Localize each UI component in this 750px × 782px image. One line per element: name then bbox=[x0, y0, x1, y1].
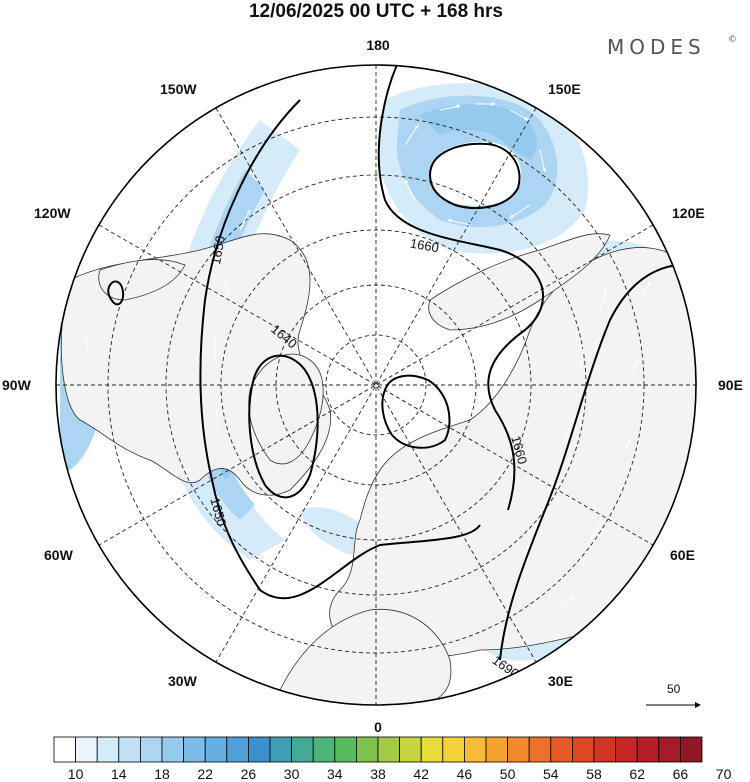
contour-north-pacific-low bbox=[428, 142, 521, 209]
colorbar-tick-label: 30 bbox=[284, 766, 300, 782]
height-contours bbox=[107, 65, 696, 661]
wind-vectors bbox=[84, 102, 651, 611]
contour-1660 bbox=[377, 65, 544, 511]
colorbar-swatch bbox=[593, 736, 617, 763]
colorbar-swatch bbox=[355, 736, 379, 763]
colorbar-tick-label: 54 bbox=[543, 766, 559, 782]
lon-label-90w: 90W bbox=[2, 377, 32, 393]
colorbar-swatch bbox=[658, 736, 681, 763]
colorbar-swatch bbox=[399, 736, 422, 763]
map-disk: 1650 1640 1660 1660 1650 1690 bbox=[56, 65, 696, 705]
colorbar-swatch bbox=[118, 736, 141, 763]
contour-label: 1650 bbox=[207, 496, 229, 528]
colorbar-swatch bbox=[269, 736, 293, 763]
colorbar-tick-label: 46 bbox=[457, 766, 473, 782]
colorbar-tick-label: 34 bbox=[327, 766, 343, 782]
contour-arctic-high bbox=[381, 374, 451, 449]
colorbar-swatch bbox=[377, 736, 401, 763]
contour-1640 bbox=[248, 354, 319, 499]
colorbar-swatch bbox=[680, 736, 703, 763]
lon-label-30w: 30W bbox=[168, 673, 198, 689]
graticule bbox=[56, 65, 696, 705]
colorbar-tick-label: 14 bbox=[111, 766, 127, 782]
map-title: 12/06/2025 00 UTC + 168 hrs bbox=[249, 1, 503, 22]
colorbar-swatch bbox=[204, 736, 228, 763]
colorbar-tick-label: 18 bbox=[154, 766, 170, 782]
colorbar-swatch bbox=[420, 736, 444, 763]
reference-vector: 50 bbox=[646, 682, 701, 708]
colorbar-tick-label: 50 bbox=[500, 766, 516, 782]
colorbar-swatch bbox=[463, 736, 487, 763]
colorbar-swatch bbox=[572, 736, 595, 763]
colorbar-swatch bbox=[312, 736, 336, 763]
lon-label-60w: 60W bbox=[44, 547, 74, 563]
colorbar-tick-label: 26 bbox=[241, 766, 257, 782]
colorbar-swatch bbox=[247, 736, 271, 763]
colorbar-tick-label: 70 bbox=[716, 766, 732, 782]
longitude-labels: 180 0 90W 90E 150W 120W 150E 120E 60W 30… bbox=[2, 37, 743, 735]
lon-label-30e: 30E bbox=[548, 673, 573, 689]
colorbar-swatch bbox=[334, 736, 357, 763]
colorbar-tick-label: 42 bbox=[413, 766, 429, 782]
colorbar-tick-label: 10 bbox=[68, 766, 84, 782]
contour-label: 1660 bbox=[409, 236, 440, 256]
contour-1650-west bbox=[199, 99, 481, 600]
map-boundary bbox=[55, 64, 697, 706]
colorbar-swatch bbox=[291, 736, 314, 763]
lon-label-90e: 90E bbox=[718, 377, 743, 393]
contour-small-west bbox=[107, 280, 125, 306]
land-masses bbox=[60, 233, 696, 705]
lon-label-0: 0 bbox=[374, 719, 382, 735]
colorbar-swatch bbox=[550, 736, 573, 763]
colorbar-swatch bbox=[507, 736, 530, 763]
reference-vector-label: 50 bbox=[667, 682, 681, 696]
lon-label-120w: 120W bbox=[34, 205, 71, 221]
colorbar-swatch bbox=[226, 736, 249, 763]
lon-label-150e: 150E bbox=[548, 81, 581, 97]
colorbar-swatch bbox=[183, 736, 206, 763]
colorbar-tick-label: 38 bbox=[370, 766, 386, 782]
colorbar-swatch bbox=[161, 736, 185, 763]
contour-label: 1660 bbox=[508, 434, 530, 466]
colorbar-swatch bbox=[75, 736, 98, 763]
brand-copyright-mark: © bbox=[728, 35, 737, 45]
lon-label-150w: 150W bbox=[160, 81, 197, 97]
contour-1690 bbox=[499, 263, 696, 661]
colorbar-swatch bbox=[615, 736, 638, 763]
colorbar-swatch bbox=[636, 736, 660, 763]
lon-label-60e: 60E bbox=[670, 547, 695, 563]
colorbar-tick-label: 58 bbox=[586, 766, 602, 782]
brand-logo: MODES bbox=[607, 35, 706, 59]
contour-label: 1650 bbox=[208, 235, 228, 266]
colorbar-swatch bbox=[139, 736, 163, 763]
colorbar-swatch bbox=[96, 736, 120, 763]
colorbar-swatch bbox=[485, 736, 509, 763]
colorbar-tick-label: 66 bbox=[673, 766, 689, 782]
colorbar-tick-label: 62 bbox=[629, 766, 645, 782]
colorbar: 10 14 18 22 26 30 34 38 42 46 50 54 58 62 66 70 bbox=[53, 736, 732, 782]
lon-label-180: 180 bbox=[366, 37, 390, 53]
colorbar-tick-label: 22 bbox=[197, 766, 213, 782]
colorbar-swatch bbox=[53, 736, 77, 763]
colorbar-swatch bbox=[528, 736, 552, 763]
colorbar-swatch bbox=[442, 736, 465, 763]
lon-label-120e: 120E bbox=[672, 205, 705, 221]
